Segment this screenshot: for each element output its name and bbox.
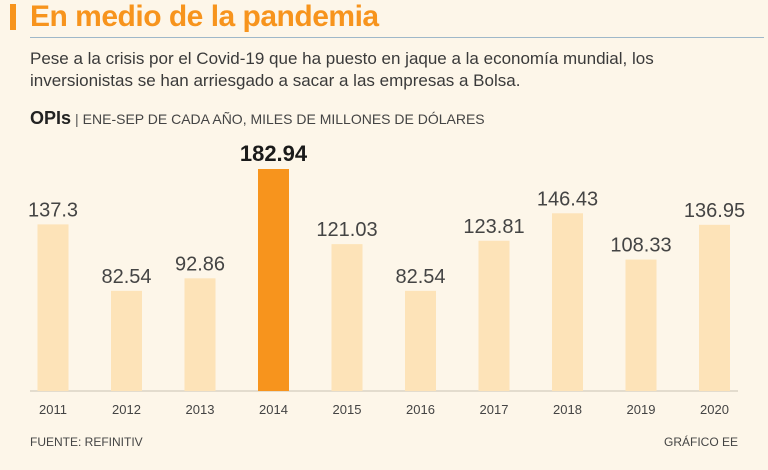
bar-2014 <box>258 169 289 391</box>
data-label-2018: 146.43 <box>537 188 598 210</box>
x-tick-2013: 2013 <box>186 402 215 417</box>
data-label-2015: 121.03 <box>316 219 377 241</box>
x-tick-2020: 2020 <box>700 402 729 417</box>
chart-title: OPIs <box>30 108 72 128</box>
x-tick-2015: 2015 <box>333 402 362 417</box>
chart-header: OPIs | ENE-SEP DE CADA AÑO, MILES DE MILLO… <box>30 108 485 129</box>
bar-2013 <box>184 278 216 391</box>
page-title: En medio de la pandemia <box>30 0 379 33</box>
title-accent-bar <box>10 4 16 30</box>
chart-header-separator: | <box>75 111 79 127</box>
x-tick-2019: 2019 <box>627 402 656 417</box>
x-tick-2018: 2018 <box>553 402 582 417</box>
data-label-2016: 82.54 <box>395 266 445 288</box>
chart-unit: ENE-SEP DE CADA AÑO, MILES DE MILLONES D… <box>82 111 485 127</box>
data-label-2019: 108.33 <box>610 235 671 257</box>
bar-2018 <box>552 213 583 391</box>
page-subtitle: Pese a la crisis por el Covid-19 que ha … <box>30 49 654 90</box>
x-tick-2012: 2012 <box>112 402 141 417</box>
bar-2020 <box>699 224 730 391</box>
bar-2019 <box>625 259 657 391</box>
bar-2017 <box>478 240 510 391</box>
data-label-2020: 136.95 <box>684 200 745 222</box>
x-tick-2014: 2014 <box>259 402 288 417</box>
x-tick-2011: 2011 <box>39 402 67 417</box>
data-label-2012: 82.54 <box>101 266 151 288</box>
bar-2015 <box>331 244 363 391</box>
data-label-2017: 123.81 <box>463 216 524 238</box>
graphic-credit: GRÁFICO EE <box>663 435 738 449</box>
source-note: FUENTE: REFINITIV <box>30 435 143 449</box>
bar-2011 <box>37 224 69 391</box>
x-tick-2017: 2017 <box>480 402 509 417</box>
data-label-2011: 137.3 <box>28 199 78 221</box>
data-label-2013: 92.86 <box>175 253 225 275</box>
x-tick-2016: 2016 <box>406 402 435 417</box>
bar-2016 <box>405 290 436 391</box>
title-divider <box>30 37 764 38</box>
data-label-2014: 182.94 <box>240 141 308 166</box>
bar-2012 <box>111 290 142 391</box>
